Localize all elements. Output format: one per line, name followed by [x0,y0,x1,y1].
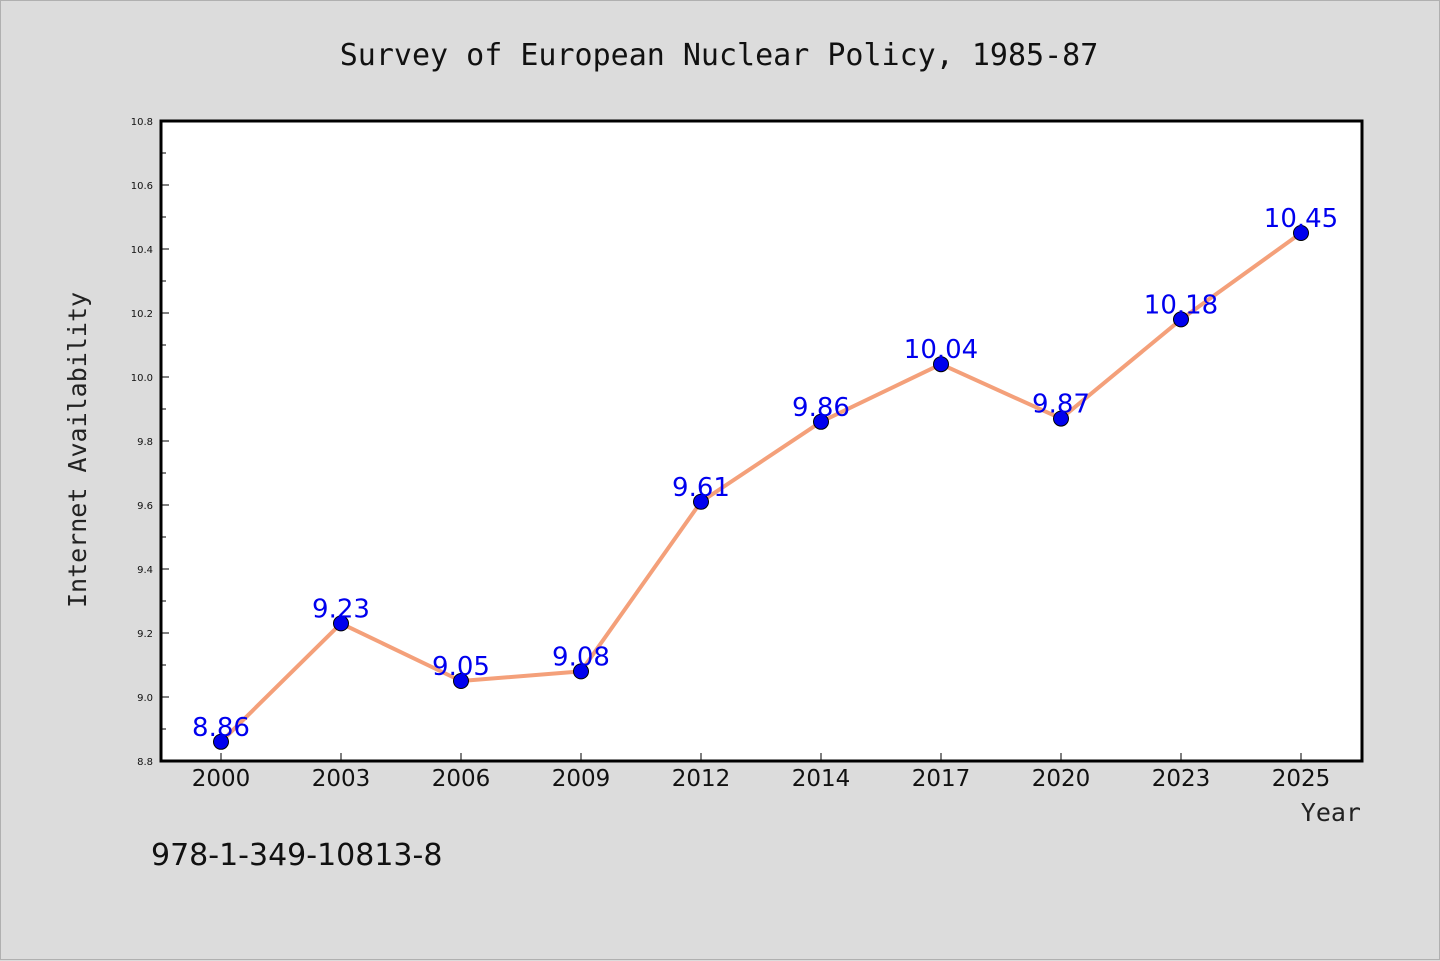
data-label: 10.04 [904,335,978,365]
data-label: 9.61 [672,473,730,503]
data-label: 9.87 [1032,390,1090,420]
data-point [1053,410,1069,427]
x-tick-label: 2012 [672,766,731,792]
chart-title: Survey of European Nuclear Policy, 1985-… [340,38,1099,73]
x-tick-label: 2014 [792,766,851,792]
y-tick-label: 9.4 [137,565,153,576]
y-tick-label: 10.2 [131,309,153,320]
data-point [213,733,229,750]
x-tick-label: 2023 [1152,766,1211,792]
data-label: 9.08 [552,642,610,672]
data-point [693,493,709,510]
x-axis-title: Year [1301,798,1361,827]
y-axis-ticks: 8.8 9.0 9.2 9.4 9.6 9.8 10.0 10.2 10.4 10.6 10.8 [131,117,169,768]
x-tick-label: 2009 [552,766,611,792]
y-tick-label: 9.0 [137,693,153,704]
x-tick-label: 2006 [432,766,491,792]
data-label: 9.23 [312,594,370,624]
data-label: 9.05 [432,652,490,682]
x-tick-label: 2000 [192,766,251,792]
data-label: 8.86 [192,713,250,743]
data-point [933,356,949,373]
x-tick-label: 2025 [1272,766,1331,792]
data-point [813,413,829,430]
x-tick-label: 2003 [312,766,371,792]
y-tick-label: 9.8 [137,437,153,448]
x-tick-label: 2020 [1032,766,1091,792]
y-tick-label: 8.8 [137,757,153,768]
y-tick-label: 10.6 [131,181,153,192]
x-tick-label: 2017 [912,766,971,792]
y-tick-label: 10.8 [131,117,153,128]
data-point [573,663,589,680]
data-labels-layer: 8.86 9.23 9.05 9.08 9.61 9.86 10.04 9.87 10.18 10… [192,204,1338,743]
series-line [219,231,1303,744]
data-point [453,673,469,689]
data-label: 10.18 [1144,290,1218,320]
data-point [1173,311,1189,328]
data-point [333,615,349,632]
data-label: 10.45 [1264,204,1338,234]
x-axis-ticks: 2000 2003 2006 2009 2012 2014 2017 2020 2023 2025 [192,753,1331,792]
isbn-text: 978-1-349-10813-8 [151,838,442,873]
y-tick-label: 10.4 [131,245,153,256]
data-point [1293,225,1309,241]
y-tick-label: 9.6 [137,501,153,512]
y-tick-label: 9.2 [137,629,153,640]
plot-area [159,119,1364,763]
y-tick-label: 10.0 [131,373,153,384]
data-label: 9.86 [792,393,850,423]
series-layer [213,225,1309,750]
y-axis-title: Internet Availability [63,292,92,608]
